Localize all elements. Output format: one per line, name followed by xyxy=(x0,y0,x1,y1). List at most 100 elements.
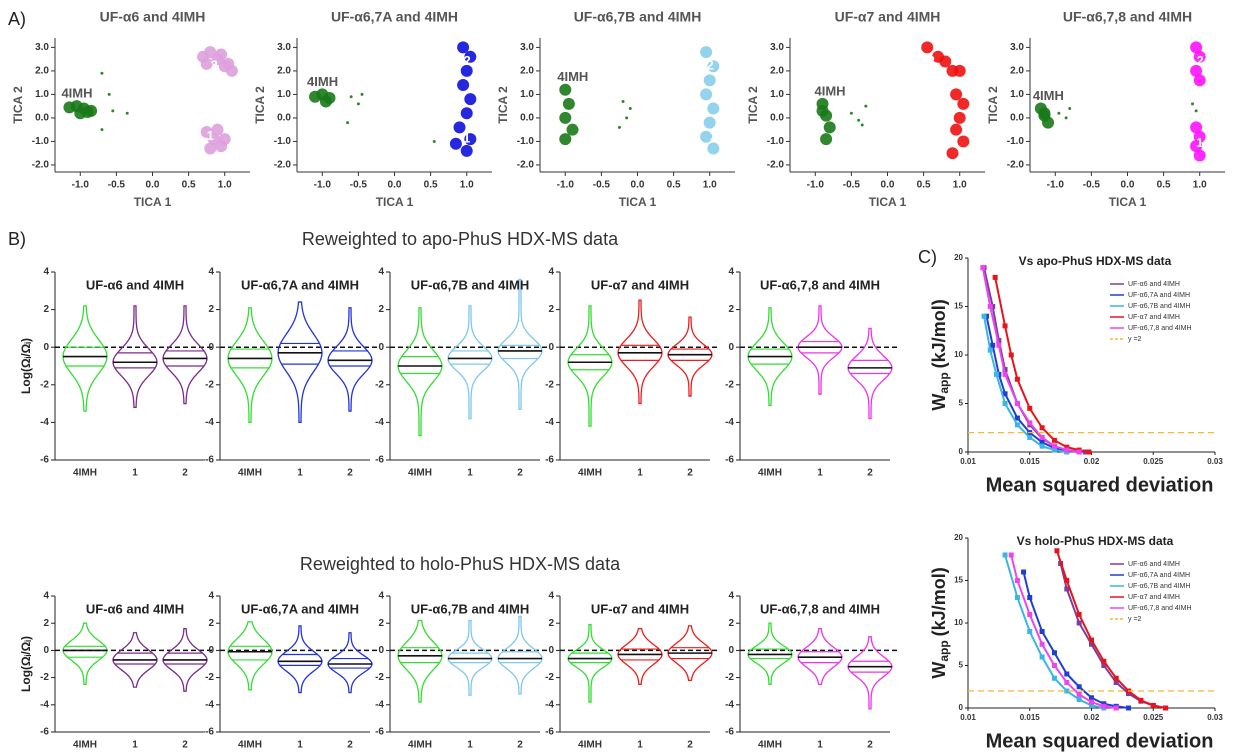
point xyxy=(823,121,836,134)
annotation: 2 xyxy=(1196,53,1203,68)
point xyxy=(625,116,629,120)
violin xyxy=(447,619,493,696)
series-line xyxy=(1055,550,1166,709)
series-line xyxy=(981,267,1080,453)
marker xyxy=(1101,658,1107,664)
marker xyxy=(1076,449,1082,455)
point xyxy=(107,92,111,96)
chart-title: UF-α7 and 4IMH xyxy=(591,277,689,292)
point xyxy=(464,93,477,106)
y-tick-label: -2 xyxy=(375,379,384,390)
y-tick-label: 2 xyxy=(43,618,49,629)
y-axis-label: TICA 2 xyxy=(496,86,510,124)
x-tick-label: 4IMH xyxy=(758,740,782,751)
x-tick-label: 1 xyxy=(637,740,643,751)
point xyxy=(125,111,129,115)
marker xyxy=(1064,671,1070,677)
x-axis-label: TICA 1 xyxy=(619,195,657,209)
marker xyxy=(1064,688,1070,694)
legend-label: UF-α6,7A and 4IMH xyxy=(1128,572,1190,579)
y-tick-label: 3.0 xyxy=(770,42,784,53)
y-tick-label: -6 xyxy=(375,455,384,466)
y-tick-label: 4 xyxy=(548,267,554,278)
y-tick-label: -6 xyxy=(725,455,734,466)
marker xyxy=(1039,434,1045,440)
marker xyxy=(993,371,999,377)
y-tick-label: 0.0 xyxy=(1010,113,1024,124)
y-tick-label: 10 xyxy=(954,618,963,627)
marker xyxy=(1014,401,1020,406)
y-tick-label: 15 xyxy=(954,302,963,311)
point xyxy=(950,123,963,136)
y-tick-label: 2.0 xyxy=(520,66,534,77)
chart-title: UF-α6 and 4IMH xyxy=(100,9,206,25)
marker xyxy=(1002,371,1008,377)
y-tick-label: -6 xyxy=(40,727,49,738)
x-tick-label: 0.5 xyxy=(917,180,931,191)
y-axis-label: Wapp (kJ/mol) xyxy=(929,299,951,410)
x-tick-label: 1 xyxy=(132,740,138,751)
marker xyxy=(1113,680,1119,685)
x-tick-label: 4IMH xyxy=(408,468,432,479)
y-tick-label: 4 xyxy=(208,591,214,602)
marker xyxy=(1064,586,1070,592)
violin xyxy=(327,632,373,694)
y-tick-label: 3.0 xyxy=(520,42,534,53)
x-tick-label: 4IMH xyxy=(408,740,432,751)
y-tick-label: 0 xyxy=(208,645,214,656)
y-axis-label-part: (kJ/mol) xyxy=(929,299,949,368)
point xyxy=(707,142,720,155)
violin xyxy=(797,305,843,395)
marker xyxy=(1138,697,1144,703)
x-axis-label: TICA 1 xyxy=(376,195,414,209)
chart-title: UF-α6,7B and 4IMH xyxy=(411,277,530,292)
marker xyxy=(992,274,998,280)
point xyxy=(953,111,966,124)
chart-title: UF-α6,7,8 and 4IMH xyxy=(760,601,880,616)
y-axis-label: TICA 2 xyxy=(986,86,1000,124)
y-tick-label: 4 xyxy=(43,267,49,278)
x-tick-label: 4IMH xyxy=(238,468,262,479)
x-tick-label: 1 xyxy=(297,740,303,751)
chart-title: UF-α6,7B and 4IMH xyxy=(574,9,702,25)
y-axis-label: Wapp (kJ/mol) xyxy=(929,567,951,678)
violin xyxy=(112,305,158,409)
marker xyxy=(1039,439,1045,445)
point xyxy=(1042,116,1055,129)
annotation: 4IMH xyxy=(557,69,588,84)
marker xyxy=(1027,420,1033,426)
marker xyxy=(1002,552,1008,558)
marker xyxy=(1027,595,1033,600)
x-tick-label: 0.015 xyxy=(1020,713,1041,722)
annotation: 1 xyxy=(1196,135,1203,150)
y-tick-label: 3.0 xyxy=(1010,42,1024,53)
point xyxy=(628,107,632,111)
y-tick-label: 2 xyxy=(43,304,49,315)
x-tick-label: 2 xyxy=(687,740,693,751)
marker xyxy=(996,337,1002,343)
y-tick-label: 4 xyxy=(728,591,734,602)
point xyxy=(81,106,94,119)
marker xyxy=(1064,680,1070,685)
x-tick-label: 1.0 xyxy=(953,180,967,191)
marker xyxy=(987,304,993,309)
point xyxy=(218,133,231,146)
x-tick-label: 0.02 xyxy=(1084,457,1100,466)
y-tick-label: 2 xyxy=(378,304,384,315)
chart-title: UF-α6,7,8 and 4IMH xyxy=(1063,9,1192,25)
x-tick-label: 0.5 xyxy=(182,180,196,191)
section-title: Reweighted to holo-PhuS HDX-MS data xyxy=(300,554,621,574)
marker xyxy=(1014,422,1020,428)
annotation: 2 xyxy=(928,53,935,68)
marker xyxy=(1008,352,1014,358)
point xyxy=(562,97,575,110)
x-tick-label: 2 xyxy=(182,468,188,479)
violin xyxy=(497,278,543,410)
point xyxy=(1064,116,1068,120)
marker xyxy=(1064,578,1070,583)
chart-title: UF-α6 and 4IMH xyxy=(86,601,184,616)
x-tick-label: -1.0 xyxy=(72,180,90,191)
point xyxy=(464,133,477,146)
panel-label: B) xyxy=(8,229,26,249)
annotation: 4IMH xyxy=(815,83,846,98)
